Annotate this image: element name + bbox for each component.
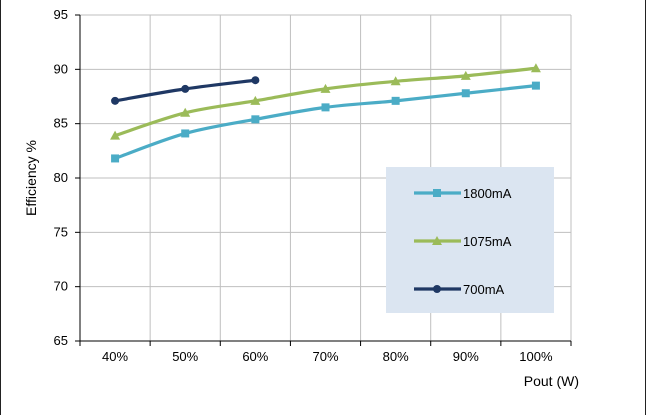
data-point: [320, 83, 331, 93]
series-group: [110, 63, 541, 163]
data-point: [250, 95, 261, 105]
y-tick-label: 70: [54, 279, 68, 294]
data-point: [530, 63, 541, 73]
series-1800mA: [111, 81, 540, 163]
y-tick-label: 95: [54, 7, 68, 22]
data-point: [251, 115, 260, 124]
y-tick-label: 75: [54, 224, 68, 239]
y-tick-label: 85: [54, 116, 68, 131]
data-point: [391, 96, 400, 105]
x-tick-label: 80%: [383, 349, 409, 364]
x-tick-label: 50%: [172, 349, 198, 364]
legend-item: 1800mA: [414, 186, 512, 201]
data-point: [180, 107, 191, 117]
x-tick-label: 100%: [519, 349, 553, 364]
data-point: [460, 70, 471, 80]
data-point: [111, 154, 120, 163]
series-line: [114, 84, 537, 160]
x-tick-label: 60%: [242, 349, 268, 364]
data-point: [251, 76, 260, 85]
x-tick-label: 70%: [312, 349, 338, 364]
data-point: [461, 89, 470, 98]
data-point: [111, 96, 120, 105]
legend-label: 1800mA: [463, 186, 512, 201]
legend-marker: [433, 285, 441, 293]
series-700mA: [111, 76, 260, 105]
y-tick-label: 90: [54, 61, 68, 76]
data-point: [181, 84, 190, 93]
series-1075mA: [110, 63, 541, 140]
x-axis-label: Pout (W): [524, 373, 579, 389]
legend-item: 1075mA: [414, 234, 512, 249]
data-point: [321, 103, 330, 112]
legend-item: 700mA: [414, 282, 505, 297]
x-tick-label: 90%: [453, 349, 479, 364]
legend: 1800mA 1075mA 700mA: [386, 167, 554, 313]
x-tick-label: 40%: [102, 349, 128, 364]
axes: 65 70 75 80 85 90 95 40% 50% 60% 70% 80% 90% 100%: [54, 7, 572, 364]
legend-marker: [432, 236, 442, 245]
y-tick-label: 65: [54, 333, 68, 348]
y-axis-label: Efficiency %: [23, 140, 39, 216]
legend-marker: [433, 189, 441, 197]
data-point: [531, 81, 540, 90]
data-point: [110, 130, 121, 140]
data-point: [390, 76, 401, 86]
data-point: [181, 129, 190, 138]
legend-label: 700mA: [463, 282, 505, 297]
y-tick-label: 80: [54, 170, 68, 185]
series-line: [114, 66, 537, 138]
legend-label: 1075mA: [463, 234, 512, 249]
